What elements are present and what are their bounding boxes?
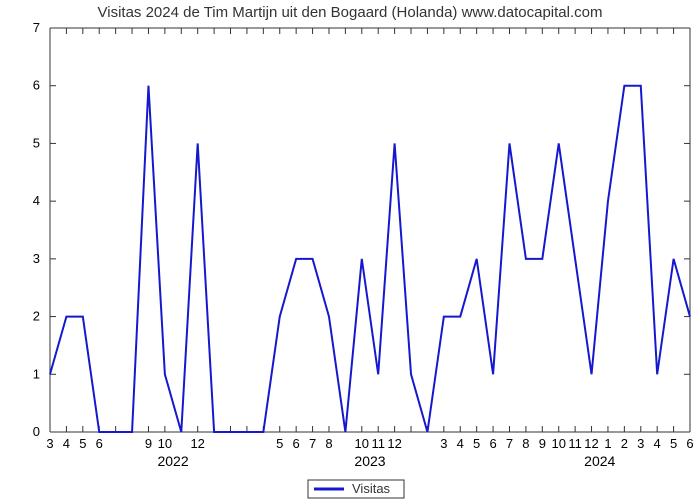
x-tick-label: 3 <box>440 436 447 451</box>
x-tick-label: 6 <box>293 436 300 451</box>
visits-line-chart: 0123456734569101256781011123456789101112… <box>0 0 700 500</box>
x-tick-label: 5 <box>670 436 677 451</box>
y-tick-label: 0 <box>33 424 40 439</box>
y-tick-label: 6 <box>33 78 40 93</box>
y-tick-label: 3 <box>33 251 40 266</box>
x-year-label: 2022 <box>157 453 188 469</box>
x-tick-label: 6 <box>96 436 103 451</box>
x-tick-label: 12 <box>190 436 204 451</box>
legend-label: Visitas <box>352 481 391 496</box>
x-tick-label: 8 <box>522 436 529 451</box>
x-year-label: 2024 <box>584 453 615 469</box>
x-tick-label: 12 <box>584 436 598 451</box>
x-tick-label: 4 <box>457 436 464 451</box>
x-tick-label: 6 <box>489 436 496 451</box>
x-tick-label: 1 <box>604 436 611 451</box>
x-tick-label: 2 <box>621 436 628 451</box>
visits-series-line <box>50 86 690 432</box>
x-tick-label: 11 <box>371 436 385 451</box>
x-tick-label: 7 <box>309 436 316 451</box>
x-tick-label: 10 <box>158 436 172 451</box>
x-tick-label: 6 <box>686 436 693 451</box>
x-tick-label: 7 <box>506 436 513 451</box>
x-tick-label: 3 <box>46 436 53 451</box>
x-tick-label: 4 <box>63 436 70 451</box>
x-year-label: 2023 <box>354 453 385 469</box>
y-tick-label: 4 <box>33 193 40 208</box>
x-tick-label: 8 <box>325 436 332 451</box>
x-tick-label: 9 <box>539 436 546 451</box>
x-tick-label: 12 <box>387 436 401 451</box>
y-tick-label: 2 <box>33 309 40 324</box>
x-tick-label: 5 <box>473 436 480 451</box>
x-tick-label: 10 <box>355 436 369 451</box>
y-tick-label: 7 <box>33 20 40 35</box>
x-tick-label: 11 <box>568 436 582 451</box>
x-tick-label: 5 <box>276 436 283 451</box>
x-tick-label: 5 <box>79 436 86 451</box>
x-tick-label: 10 <box>551 436 565 451</box>
x-tick-label: 4 <box>654 436 661 451</box>
x-tick-label: 9 <box>145 436 152 451</box>
y-tick-label: 1 <box>33 366 40 381</box>
x-tick-label: 3 <box>637 436 644 451</box>
y-tick-label: 5 <box>33 135 40 150</box>
